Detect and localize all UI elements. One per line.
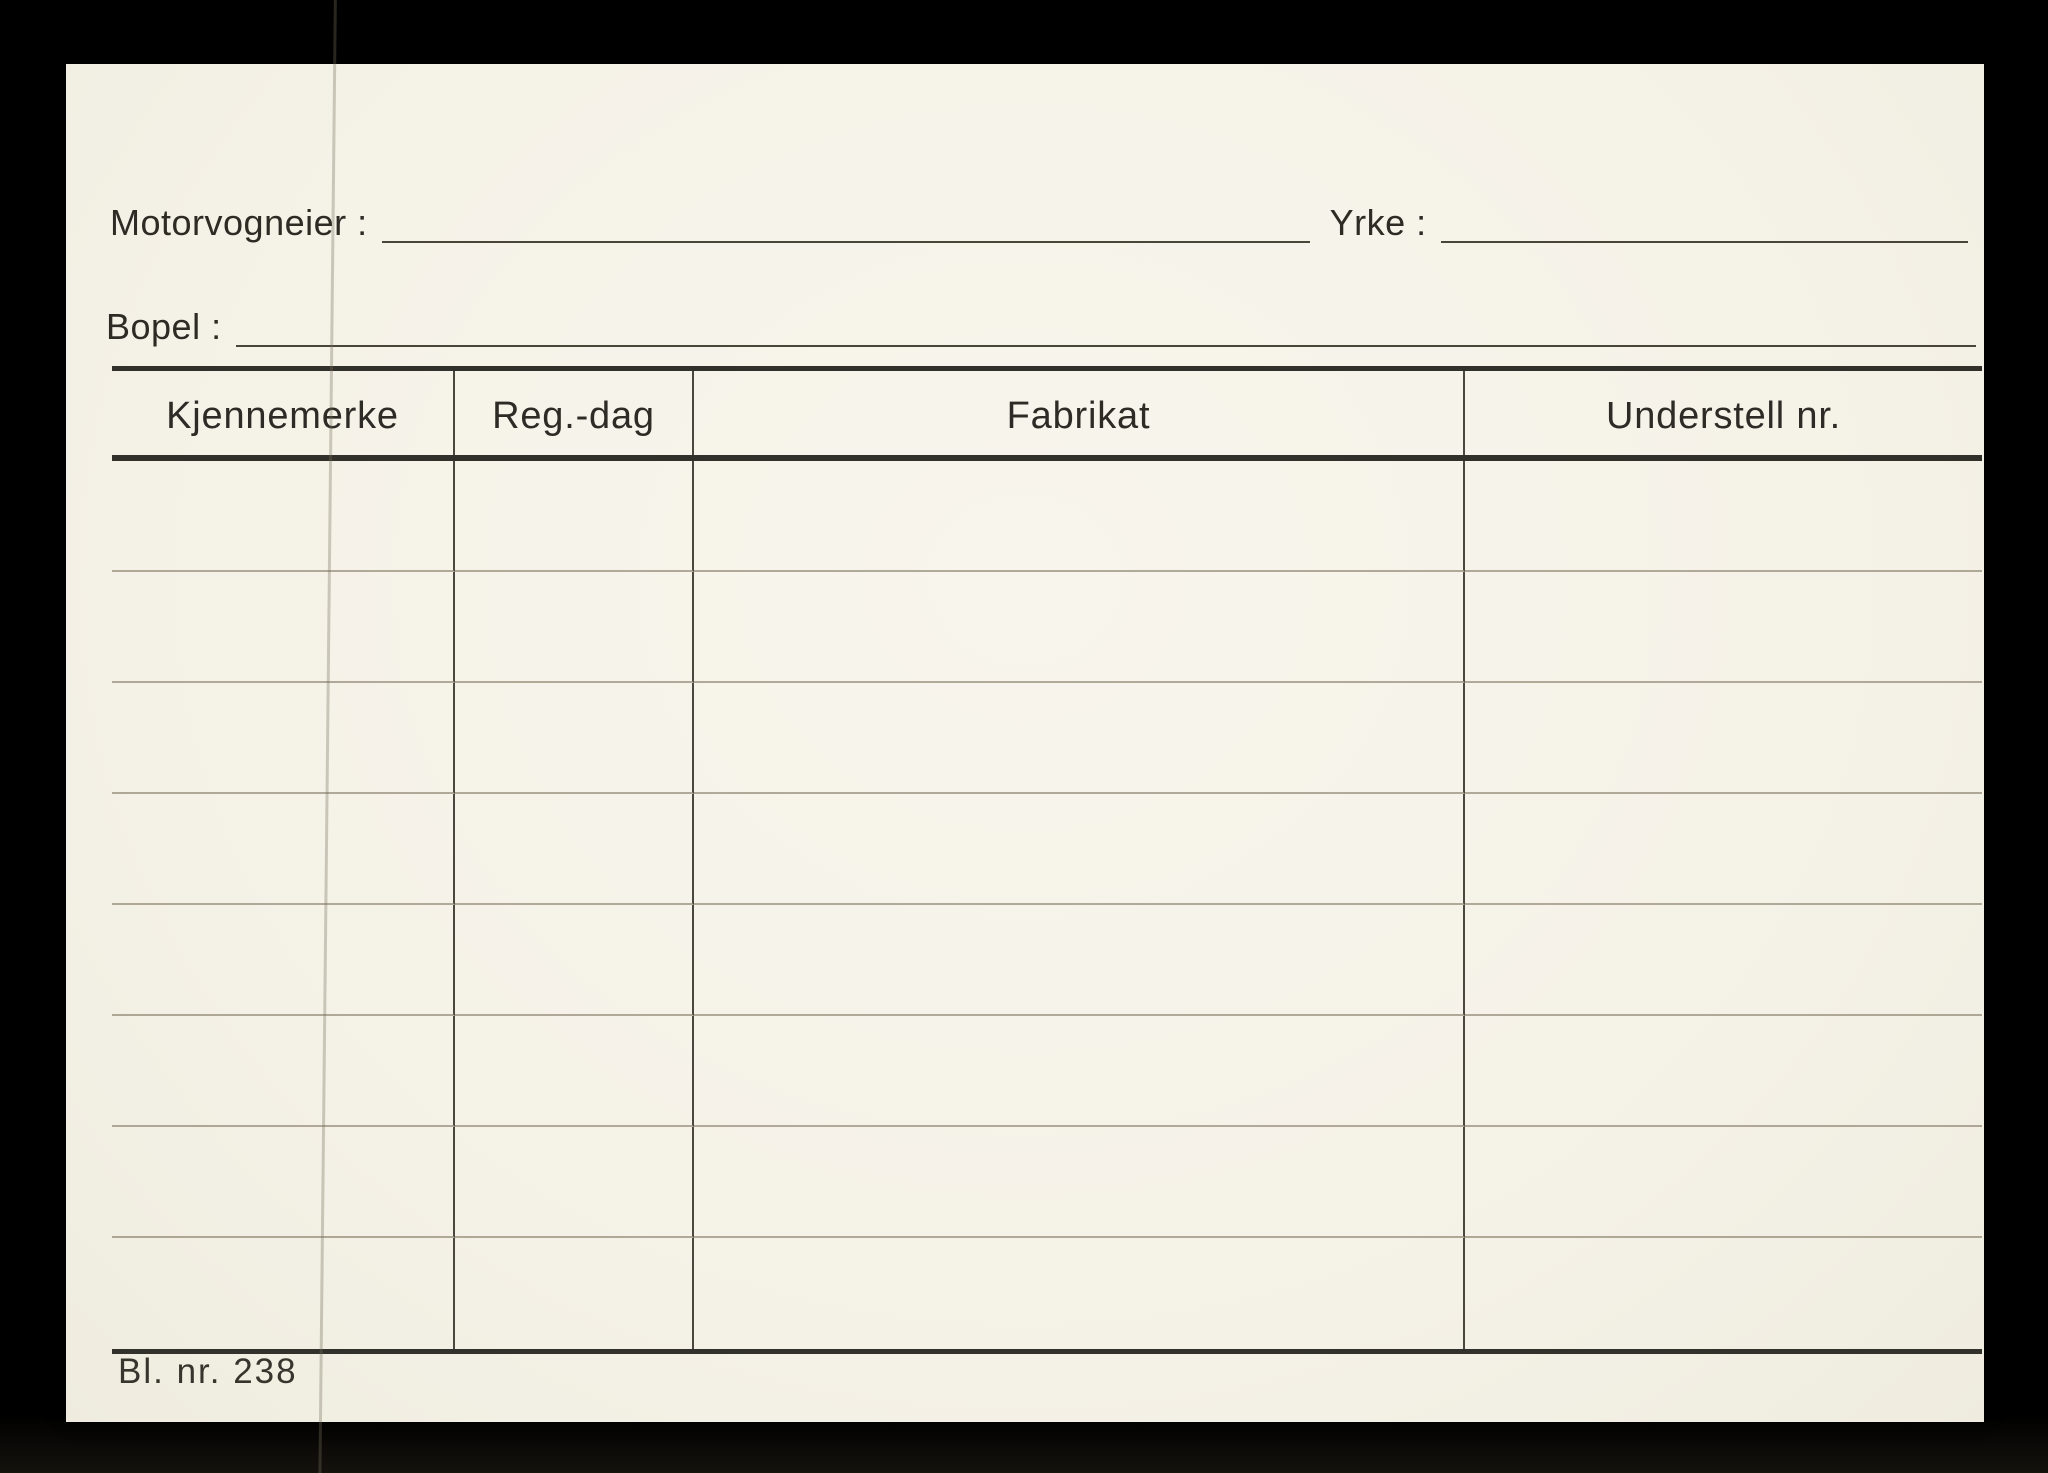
table-cell — [694, 461, 1465, 572]
registration-card: Motorvogneier : Yrke : Bopel : Kjennemer… — [66, 64, 1984, 1422]
table-cell — [112, 1127, 455, 1238]
table-cell — [694, 905, 1465, 1016]
column-header-reg-dag: Reg.-dag — [455, 371, 694, 455]
column-header-fabrikat: Fabrikat — [694, 371, 1465, 455]
table-cell — [694, 683, 1465, 794]
table-cell — [1465, 683, 1982, 794]
table-cell — [455, 1016, 694, 1127]
owner-occupation-row: Motorvogneier : Yrke : — [110, 202, 1968, 244]
table-cell — [112, 461, 455, 572]
table-cell — [694, 1238, 1465, 1349]
column-header-understell-nr: Understell nr. — [1605, 394, 1842, 437]
table-cell — [1465, 1238, 1982, 1349]
residence-field-line — [235, 335, 1976, 348]
table-cell — [1465, 1016, 1982, 1127]
table-cell — [112, 905, 455, 1016]
table-cell — [455, 1238, 694, 1349]
table-header-row: Kjennemerke Reg.-dag Fabrikat Understell… — [112, 371, 1982, 461]
table-cell — [112, 794, 455, 905]
table-cell — [694, 572, 1465, 683]
table-cell — [455, 572, 694, 683]
table-cell — [1465, 1127, 1982, 1238]
residence-row: Bopel : — [106, 306, 1976, 348]
table-cell — [112, 1238, 455, 1349]
table-cell — [455, 683, 694, 794]
residence-field-label: Bopel : — [106, 306, 222, 347]
table-cell — [455, 461, 694, 572]
table-cell — [694, 794, 1465, 905]
table-cell — [1465, 794, 1982, 905]
owner-field-label: Motorvogneier : — [110, 202, 368, 243]
occupation-field-label: Yrke : — [1329, 202, 1427, 243]
table-cell — [112, 572, 455, 683]
table-cell — [112, 683, 455, 794]
column-header-kjennemerke: Kjennemerke — [112, 371, 455, 455]
vehicle-table: Kjennemerke Reg.-dag Fabrikat Understell… — [112, 366, 1982, 1354]
table-cell — [694, 1016, 1465, 1127]
owner-field-line — [381, 231, 1310, 244]
table-cell — [694, 1127, 1465, 1238]
table-cell — [455, 1127, 694, 1238]
occupation-field-line — [1440, 231, 1968, 244]
form-number: Bl. nr. 238 — [118, 1352, 298, 1391]
table-body — [112, 461, 1982, 1354]
table-cell — [1465, 905, 1982, 1016]
table-cell — [1465, 572, 1982, 683]
table-cell — [455, 905, 694, 1016]
table-cell — [455, 794, 694, 905]
table-cell — [1465, 461, 1982, 572]
table-cell — [112, 1016, 455, 1127]
